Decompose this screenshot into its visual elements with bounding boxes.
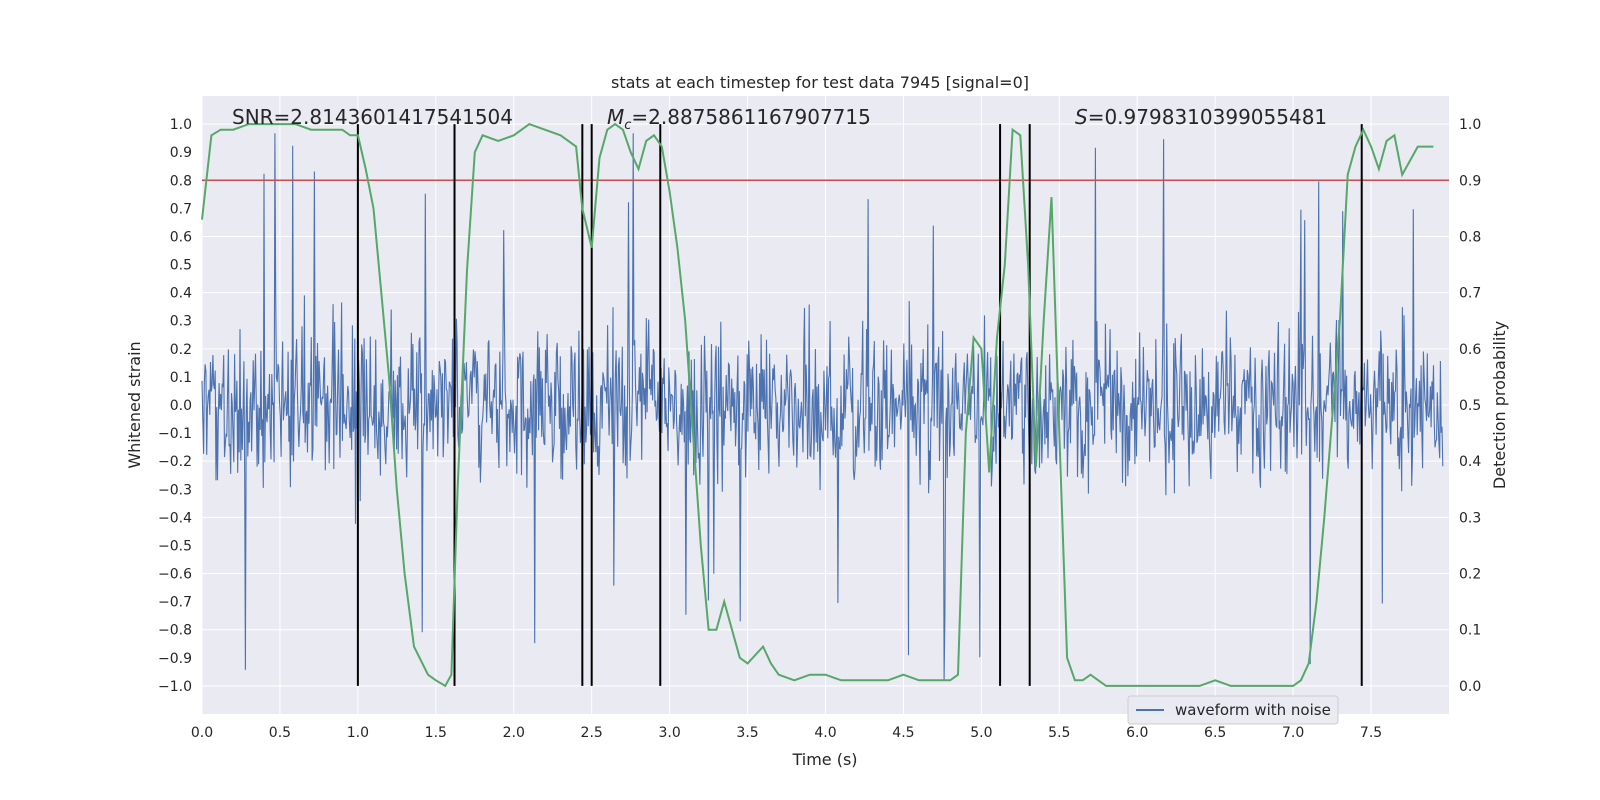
legend: waveform with noise (1127, 695, 1339, 725)
y-left-tick-label: −0.1 (158, 426, 192, 442)
x-tick-label: 2.5 (581, 725, 603, 741)
y-left-tick-label: −0.4 (158, 510, 192, 526)
x-tick-label: 4.5 (892, 725, 914, 741)
waveform-trace (201, 133, 1444, 680)
y-left-tick-label: −0.3 (158, 482, 192, 498)
mc-value: =2.8875861167907715 (631, 105, 870, 129)
mc-symbol: M (607, 105, 624, 129)
y-left-tick-label: 0.7 (170, 201, 192, 217)
x-tick-label: 5.5 (1048, 725, 1070, 741)
y-left-tick-label: 0.2 (170, 342, 192, 358)
y-left-axis-label: Whitened strain (125, 341, 144, 468)
y-left-tick-label: −0.7 (158, 595, 192, 611)
mc-subscript: c (624, 118, 631, 133)
legend-box (1127, 695, 1339, 725)
y-left-tick-label: −0.9 (158, 651, 192, 667)
y-left-tick-label: 0.6 (170, 229, 192, 245)
y-right-tick-label: 0.9 (1459, 173, 1481, 189)
y-left-tick-label: 0.8 (170, 173, 192, 189)
vertical-markers (356, 124, 1363, 686)
chart-title: stats at each timestep for test data 794… (611, 73, 1029, 92)
y-left-tick-label: 1.0 (170, 117, 192, 133)
x-tick-label: 4.0 (814, 725, 836, 741)
y-right-tick-label: 0.6 (1459, 342, 1481, 358)
x-tick-label: 6.0 (1126, 725, 1148, 741)
s-annotation: S=0.9798310399055481 (1075, 105, 1327, 129)
detection-probability-line (201, 122, 1434, 688)
x-tick-label: 1.0 (347, 725, 369, 741)
y-left-tick-label: −1.0 (158, 679, 192, 695)
snr-annotation: SNR=2.8143601417541504 (232, 105, 513, 129)
y-left-tick-label: 0.0 (170, 398, 192, 414)
x-tick-label: 3.5 (736, 725, 758, 741)
y-left-tick-labels: 1.0 0.9 0.8 0.7 0.6 0.5 0.4 0.3 0.2 0.1 0.0 −0.1 −0.… (158, 117, 192, 695)
x-tick-label: 5.0 (970, 725, 992, 741)
x-tick-label: 6.5 (1204, 725, 1226, 741)
chirp-mass-annotation: Mc=2.8875861167907715 (607, 105, 871, 133)
x-tick-labels: 0.0 0.5 1.0 1.5 2.0 2.5 3.0 3.5 4.0 4.5 5.0 5.5 6.0 6… (191, 725, 1382, 741)
x-tick-label: 3.0 (658, 725, 680, 741)
y-right-tick-labels: 1.0 0.9 0.8 0.7 0.6 0.5 0.4 0.3 0.2 0.1 0.0 (1459, 117, 1481, 695)
y-left-tick-label: 0.9 (170, 145, 192, 161)
y-left-tick-label: −0.2 (158, 454, 192, 470)
y-right-tick-label: 0.1 (1459, 623, 1481, 639)
y-right-axis-label: Detection probability (1490, 321, 1509, 489)
x-tick-label: 1.5 (425, 725, 447, 741)
s-symbol: S (1075, 105, 1088, 129)
y-right-tick-label: 0.2 (1459, 567, 1481, 583)
x-tick-label: 7.5 (1360, 725, 1382, 741)
x-tick-label: 2.0 (503, 725, 525, 741)
x-tick-label: 7.0 (1282, 725, 1304, 741)
y-right-tick-label: 0.5 (1459, 398, 1481, 414)
y-left-tick-label: −0.5 (158, 538, 192, 554)
y-left-tick-label: 0.1 (170, 370, 192, 386)
y-left-tick-label: 0.4 (170, 286, 192, 302)
y-left-tick-label: −0.6 (158, 567, 192, 583)
y-right-tick-label: 0.7 (1459, 286, 1481, 302)
waveform-series (201, 133, 1444, 680)
y-right-tick-label: 1.0 (1459, 117, 1481, 133)
y-left-tick-label: 0.5 (170, 258, 192, 274)
y-right-tick-label: 0.3 (1459, 510, 1481, 526)
x-tick-label: 0.0 (191, 725, 213, 741)
x-tick-label: 0.5 (269, 725, 291, 741)
y-left-tick-label: −0.8 (158, 623, 192, 639)
y-left-tick-label: 0.3 (170, 314, 192, 330)
x-axis-label: Time (s) (791, 750, 857, 769)
y-right-tick-label: 0.0 (1459, 679, 1481, 695)
y-right-tick-label: 0.8 (1459, 229, 1481, 245)
s-value: =0.9798310399055481 (1088, 105, 1327, 129)
legend-label: waveform with noise (1175, 701, 1331, 719)
y-right-tick-label: 0.4 (1459, 454, 1481, 470)
